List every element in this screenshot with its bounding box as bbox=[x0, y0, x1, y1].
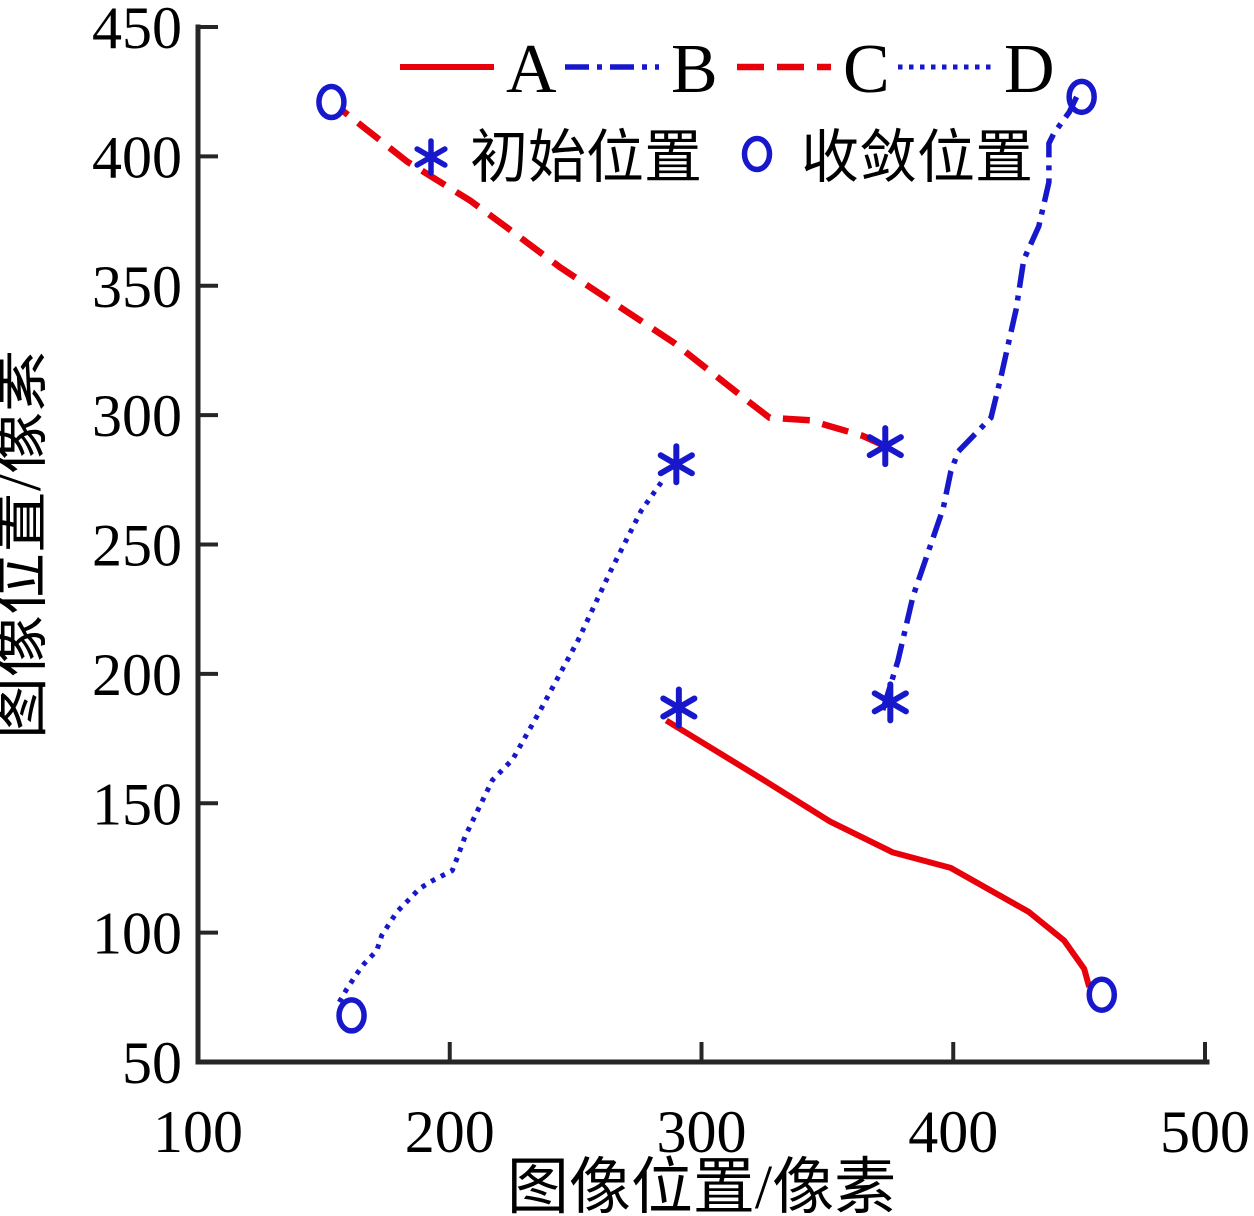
series-A-line bbox=[664, 717, 1093, 988]
legend-converged-label: 收敛位置 bbox=[801, 125, 1033, 190]
x-tick-label: 200 bbox=[405, 1099, 495, 1165]
legend-initial-label: 初始位置 bbox=[470, 125, 702, 190]
y-tick-label: 450 bbox=[92, 0, 182, 61]
y-tick-label: 50 bbox=[122, 1030, 182, 1096]
series-B-initial-marker bbox=[871, 690, 909, 715]
axes-frame bbox=[195, 24, 1210, 1065]
series-C-converged-marker bbox=[316, 83, 347, 121]
series-C-line bbox=[339, 107, 887, 450]
series-D-line bbox=[336, 480, 664, 1004]
series-D-converged-marker bbox=[336, 997, 367, 1034]
y-axis-label: 图像位置/像素 bbox=[0, 350, 54, 739]
series-A-converged-marker bbox=[1086, 976, 1118, 1013]
series-A-initial-marker bbox=[660, 695, 698, 720]
y-tick-label: 300 bbox=[92, 383, 182, 449]
y-tick-label: 100 bbox=[92, 901, 182, 967]
legend-initial-marker bbox=[414, 146, 448, 168]
y-tick-label: 400 bbox=[92, 124, 182, 190]
series-B-line bbox=[880, 95, 1080, 711]
y-tick-label: 150 bbox=[92, 771, 182, 837]
legend-label-A: A bbox=[506, 31, 557, 108]
series-B-converged-marker bbox=[1066, 78, 1097, 116]
y-tick-label: 250 bbox=[92, 513, 182, 579]
x-tick-label: 400 bbox=[908, 1099, 998, 1165]
y-tick-label: 200 bbox=[92, 642, 182, 708]
legend-converged-marker bbox=[741, 135, 773, 173]
legend-label-B: B bbox=[671, 31, 718, 108]
legend-label-D: D bbox=[1004, 31, 1055, 108]
x-tick-label: 500 bbox=[1160, 1099, 1250, 1165]
x-axis-label: 图像位置/像素 bbox=[507, 1154, 896, 1216]
x-tick-label: 100 bbox=[153, 1099, 243, 1165]
y-tick-label: 350 bbox=[92, 254, 182, 320]
x-tick-label: 300 bbox=[657, 1099, 747, 1165]
series-C-initial-marker bbox=[866, 434, 904, 459]
series-D-initial-marker bbox=[657, 452, 695, 477]
legend-label-C: C bbox=[843, 31, 890, 108]
